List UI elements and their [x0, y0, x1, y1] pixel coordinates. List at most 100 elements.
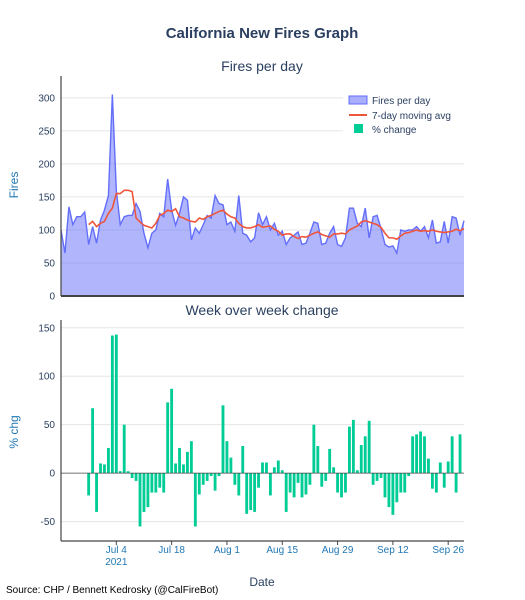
x-tick-label-0: Jul 4: [106, 545, 128, 556]
pct-change-bar: [375, 473, 379, 481]
pct-change-bar: [387, 473, 391, 508]
pct-change-bar: [340, 473, 343, 498]
pct-change-bar: [95, 473, 98, 512]
pct-change-bar: [411, 436, 415, 474]
pct-change-bar: [351, 419, 355, 474]
pct-change-bar: [367, 420, 371, 474]
pct-change-bar: [419, 431, 422, 474]
pct-change-bar: [454, 473, 458, 493]
panel-2-ytick-2: 50: [44, 420, 56, 431]
pct-change-bar: [430, 473, 434, 489]
pct-change-bar: [249, 473, 253, 510]
x-tick-label-1: Jul 18: [158, 545, 185, 556]
pct-change-bar: [280, 470, 284, 474]
pct-change-bar: [427, 458, 430, 474]
pct-change-bar: [312, 424, 316, 474]
pct-change-bar: [395, 473, 399, 503]
panel-1-ytick-5: 250: [38, 126, 55, 137]
x-tick-label-6: Sep 26: [432, 545, 464, 556]
pct-change-bar: [359, 445, 363, 474]
pct-change-bar: [150, 473, 154, 493]
pct-change-bar: [221, 405, 225, 474]
pct-change-bar: [296, 473, 300, 483]
panel-1-ytick-3: 150: [38, 192, 55, 203]
pct-change-bar: [114, 334, 118, 474]
pct-change-bar: [304, 473, 308, 495]
pct-change-bar: [174, 463, 177, 474]
legend-swatch-pct: [354, 124, 363, 133]
x-tick-sublabel-0: 2021: [105, 557, 128, 568]
pct-change-bar: [99, 463, 102, 474]
pct-change-bar: [328, 448, 332, 474]
pct-change-bar: [450, 436, 454, 474]
pct-change-bar: [209, 473, 213, 477]
pct-change-bar: [348, 426, 351, 474]
panel-2-ytick-1: 0: [49, 469, 55, 480]
pct-change-bar: [103, 464, 106, 474]
pct-change-bar: [118, 471, 122, 474]
pct-change-bar: [371, 473, 375, 485]
panel-2-ytick-4: 150: [38, 323, 55, 334]
pct-change-bar: [193, 473, 197, 527]
pct-change-bar: [336, 473, 339, 493]
pct-change-bar: [300, 473, 304, 498]
pct-change-bar: [130, 473, 134, 478]
pct-change-bar: [146, 473, 150, 508]
source-note: Source: CHP / Bennett Kedrosky (@CalFire…: [6, 585, 218, 596]
pct-change-bar: [261, 462, 264, 474]
pct-change-bar: [415, 434, 419, 474]
pct-change-bar: [308, 473, 312, 485]
pct-change-bar: [201, 473, 205, 485]
x-tick-label-2: Aug 1: [214, 545, 241, 556]
pct-change-bar: [284, 473, 288, 512]
pct-change-bar: [245, 473, 249, 514]
legend-label-fires: Fires per day: [372, 96, 430, 107]
panel-1-subtitle: Fires per day: [221, 58, 303, 74]
pct-change-bar: [178, 447, 181, 474]
pct-change-bar: [324, 473, 328, 481]
pct-change-bar: [292, 473, 296, 498]
fires-per-day-area: [61, 94, 464, 297]
pct-change-bar: [442, 473, 446, 488]
panel-2-plot: -50 0 50 100 150: [38, 320, 464, 542]
moving-average-line: [88, 189, 465, 241]
panel-1-ytick-1: 50: [44, 258, 56, 269]
pct-change-bar: [142, 473, 146, 512]
pct-change-bar: [438, 462, 442, 474]
pct-change-bar: [332, 467, 336, 474]
pct-change-bar: [138, 473, 142, 527]
pct-change-bar: [134, 473, 138, 481]
pct-change-bar: [241, 446, 245, 474]
panel-1-ytick-0: 0: [49, 292, 55, 303]
pct-change-bar: [217, 473, 221, 477]
pct-change-bar: [265, 462, 268, 474]
pct-change-bar: [213, 473, 217, 491]
pct-change-bar: [344, 473, 347, 493]
pct-change-bar: [446, 461, 450, 474]
legend-swatch-fires: [348, 95, 368, 105]
pct-change-bar: [225, 441, 229, 474]
x-tick-label-4: Aug 29: [322, 545, 354, 556]
legend-label-pct: % change: [372, 125, 417, 136]
panel-1-ylabel: Fires: [7, 172, 21, 199]
pct-change-bar: [162, 473, 166, 493]
pct-change-bar: [110, 335, 114, 474]
fires-per-day-line: [60, 94, 465, 256]
chart-title: California New Fires Graph: [166, 25, 359, 42]
pct-change-bar: [154, 473, 158, 493]
pct-change-bar: [237, 473, 241, 496]
pct-change-bar: [106, 447, 110, 474]
pct-change-bar: [186, 451, 189, 474]
panel-2-ytick-0: -50: [41, 517, 56, 528]
pct-change-bar: [87, 473, 91, 496]
pct-change-bar: [182, 464, 185, 474]
legend-label-avg: 7-day moving avg: [372, 111, 451, 122]
pct-change-bar: [91, 408, 95, 474]
x-tick-label-3: Aug 15: [266, 545, 298, 556]
pct-change-bar: [363, 436, 367, 474]
pct-change-bar: [122, 424, 126, 474]
pct-change-bar: [205, 473, 209, 481]
pct-change-bar: [434, 473, 438, 493]
